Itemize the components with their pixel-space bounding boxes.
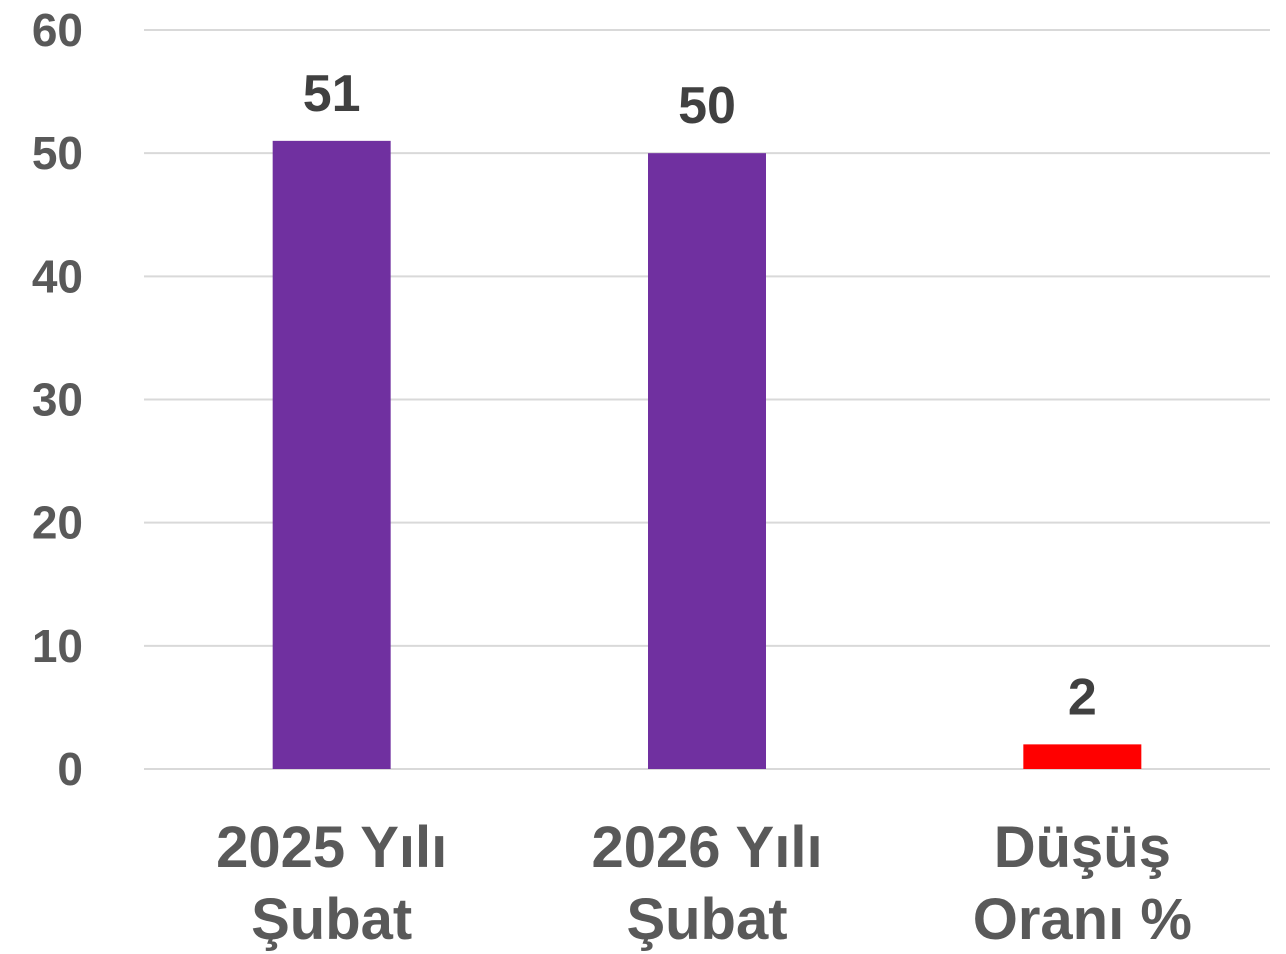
x-tick-label-3-line-2: Oranı % xyxy=(973,887,1192,952)
bar-3 xyxy=(1023,744,1142,769)
data-labels: 51 50 2 xyxy=(303,65,1097,727)
y-tick-label-50: 50 xyxy=(32,127,83,179)
bar-2 xyxy=(648,153,766,769)
y-tick-label-40: 40 xyxy=(32,250,83,302)
y-tick-label-0: 0 xyxy=(57,743,83,795)
x-tick-label-2-line-2: Şubat xyxy=(626,887,787,952)
bars xyxy=(272,140,1142,770)
y-tick-label-30: 30 xyxy=(32,374,83,426)
data-label-3: 2 xyxy=(1068,668,1097,726)
y-tick-label-20: 20 xyxy=(32,497,83,549)
data-label-2: 50 xyxy=(678,77,736,135)
bar-1 xyxy=(272,140,391,770)
data-label-1: 51 xyxy=(303,65,361,123)
y-tick-label-60: 60 xyxy=(32,4,83,56)
x-tick-label-3-line-1: Düşüş xyxy=(994,815,1171,880)
x-tick-label-1-line-2: Şubat xyxy=(251,887,412,952)
y-axis-tick-labels: 0 10 20 30 40 50 60 xyxy=(32,4,83,795)
y-tick-label-10: 10 xyxy=(32,620,83,672)
x-tick-label-2-line-1: 2026 Yılı xyxy=(591,815,822,880)
x-tick-label-1-line-1: 2025 Yılı xyxy=(216,815,447,880)
x-axis-tick-labels: 2025 Yılı Şubat 2026 Yılı Şubat Düşüş Oranı % xyxy=(216,815,1192,952)
